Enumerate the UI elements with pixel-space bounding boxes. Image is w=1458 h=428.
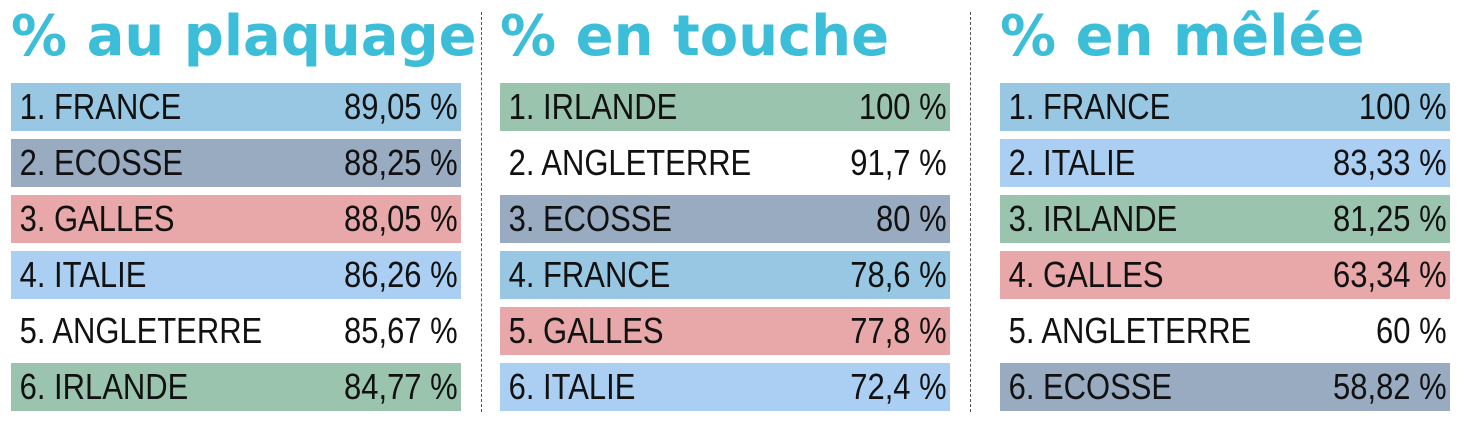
- ranking-row: 3. IRLANDE 81,25 %: [1000, 195, 1450, 243]
- column-divider: [970, 12, 971, 412]
- team-label: 4. FRANCE: [508, 254, 671, 295]
- team-label: 2. ANGLETERRE: [508, 142, 752, 183]
- percentage-value: 85,67 %: [343, 310, 458, 351]
- team-label: 2. ITALIE: [1008, 142, 1136, 183]
- percentage-value: 80 %: [875, 198, 947, 239]
- ranking-row: 6. IRLANDE 84,77 %: [11, 363, 461, 411]
- ranking-list: 1. FRANCE 89,05 % 2. ECOSSE 88,25 % 3. GALLE…: [11, 83, 461, 419]
- ranking-row: 2. ITALIE 83,33 %: [1000, 139, 1450, 187]
- ranking-row: 6. ECOSSE 58,82 %: [1000, 363, 1450, 411]
- team-label: 6. IRLANDE: [19, 366, 189, 407]
- team-label: 1. FRANCE: [19, 86, 182, 127]
- team-label: 3. ECOSSE: [508, 198, 673, 239]
- panel-title: % en touche: [500, 4, 890, 69]
- ranking-row: 5. GALLES 77,8 %: [500, 307, 950, 355]
- team-label: 5. GALLES: [508, 310, 664, 351]
- ranking-row: 6. ITALIE 72,4 %: [500, 363, 950, 411]
- team-label: 5. ANGLETERRE: [19, 310, 263, 351]
- team-label: 6. ITALIE: [508, 366, 636, 407]
- percentage-value: 58,82 %: [1332, 366, 1447, 407]
- percentage-value: 77,8 %: [850, 310, 947, 351]
- percentage-value: 91,7 %: [850, 142, 947, 183]
- team-label: 2. ECOSSE: [19, 142, 184, 183]
- percentage-value: 72,4 %: [850, 366, 947, 407]
- panel-touche: % en touche 1. IRLANDE 100 % 2. ANGLETERRE…: [500, 0, 950, 428]
- team-label: 4. GALLES: [1008, 254, 1164, 295]
- ranking-row: 3. ECOSSE 80 %: [500, 195, 950, 243]
- ranking-row: 1. FRANCE 100 %: [1000, 83, 1450, 131]
- team-label: 3. IRLANDE: [1008, 198, 1178, 239]
- ranking-row: 4. ITALIE 86,26 %: [11, 251, 461, 299]
- percentage-value: 83,33 %: [1332, 142, 1447, 183]
- ranking-list: 1. FRANCE 100 % 2. ITALIE 83,33 % 3. IRLANDE…: [1000, 83, 1450, 419]
- percentage-value: 100 %: [858, 86, 947, 127]
- ranking-list: 1. IRLANDE 100 % 2. ANGLETERRE 91,7 % 3. ECO…: [500, 83, 950, 419]
- column-divider: [481, 12, 482, 412]
- team-label: 3. GALLES: [19, 198, 175, 239]
- team-label: 1. FRANCE: [1008, 86, 1171, 127]
- percentage-value: 86,26 %: [343, 254, 458, 295]
- ranking-row: 5. ANGLETERRE 60 %: [1000, 307, 1450, 355]
- percentage-value: 100 %: [1358, 86, 1447, 127]
- ranking-row: 2. ANGLETERRE 91,7 %: [500, 139, 950, 187]
- ranking-row: 2. ECOSSE 88,25 %: [11, 139, 461, 187]
- team-label: 1. IRLANDE: [508, 86, 678, 127]
- percentage-value: 78,6 %: [850, 254, 947, 295]
- ranking-row: 5. ANGLETERRE 85,67 %: [11, 307, 461, 355]
- percentage-value: 89,05 %: [343, 86, 458, 127]
- percentage-value: 60 %: [1375, 310, 1447, 351]
- percentage-value: 81,25 %: [1332, 198, 1447, 239]
- percentage-value: 88,05 %: [343, 198, 458, 239]
- team-label: 6. ECOSSE: [1008, 366, 1173, 407]
- ranking-row: 1. FRANCE 89,05 %: [11, 83, 461, 131]
- panel-title: % en mêlée: [1000, 4, 1365, 69]
- team-label: 5. ANGLETERRE: [1008, 310, 1252, 351]
- percentage-value: 88,25 %: [343, 142, 458, 183]
- ranking-row: 4. FRANCE 78,6 %: [500, 251, 950, 299]
- team-label: 4. ITALIE: [19, 254, 147, 295]
- panel-title: % au plaquage: [11, 4, 477, 69]
- ranking-row: 4. GALLES 63,34 %: [1000, 251, 1450, 299]
- ranking-row: 1. IRLANDE 100 %: [500, 83, 950, 131]
- panel-plaquage: % au plaquage 1. FRANCE 89,05 % 2. ECOSSE 8…: [11, 0, 477, 428]
- ranking-row: 3. GALLES 88,05 %: [11, 195, 461, 243]
- percentage-value: 63,34 %: [1332, 254, 1447, 295]
- panel-melee: % en mêlée 1. FRANCE 100 % 2. ITALIE 83,33 …: [1000, 0, 1450, 428]
- percentage-value: 84,77 %: [343, 366, 458, 407]
